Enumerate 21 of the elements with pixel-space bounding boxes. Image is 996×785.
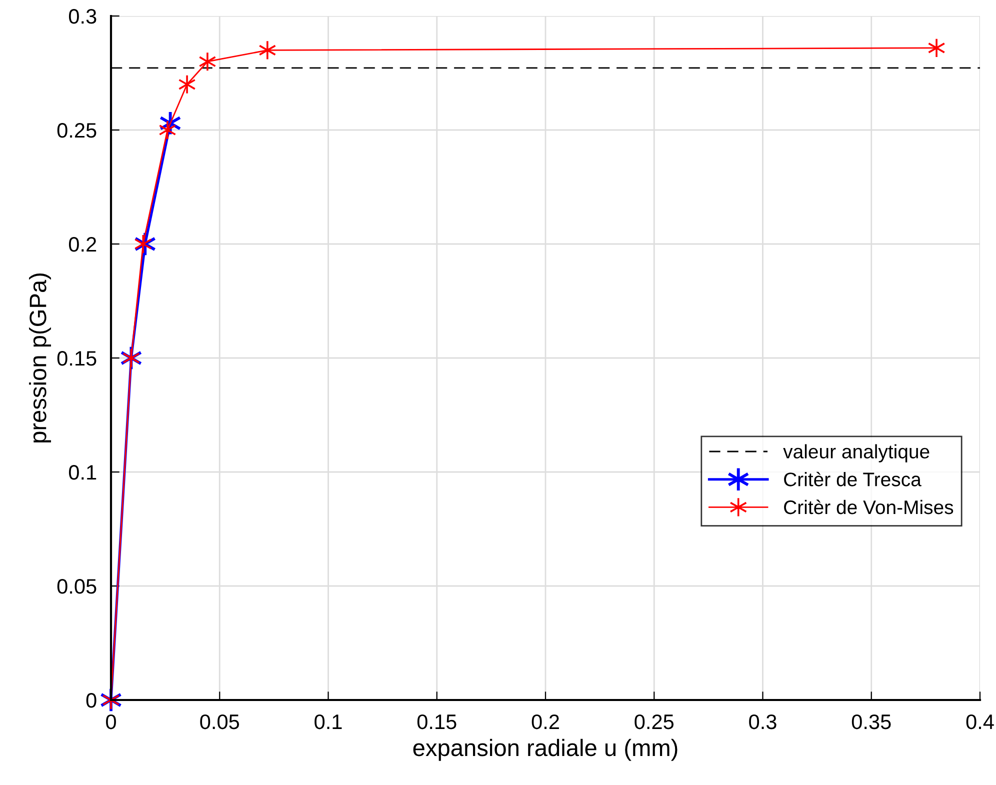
x-tick-label: 0.35 [852,714,891,730]
y-axis-title: pression p(GPa) [29,274,52,442]
x-tick-label: 0.15 [417,714,456,730]
legend-label: valeur analytique [783,444,930,462]
x-tick-label: 0.4 [966,714,994,730]
x-axis-title: expansion radiale u (mm) [413,738,678,761]
y-tick-label: 0.1 [68,465,96,480]
x-tick-label: 0.2 [532,714,559,730]
x-tick-label: 0.25 [634,714,674,730]
y-tick-label: 0.3 [68,9,96,24]
x-tick-label: 0.3 [749,714,776,730]
y-tick-label: 0.25 [57,123,96,138]
y-tick-label: 0.15 [57,351,96,366]
x-tick-label: 0 [106,714,116,730]
y-tick-label: 0.05 [57,579,96,594]
y-tick-label: 0 [86,693,96,708]
x-tick-label: 0.1 [314,714,342,730]
legend-label: Critèr de Von-Mises [784,500,954,514]
x-tick-label: 0.05 [200,714,240,730]
legend-label: Critèr de Tresca [784,472,922,486]
y-tick-label: 0.2 [68,237,96,252]
